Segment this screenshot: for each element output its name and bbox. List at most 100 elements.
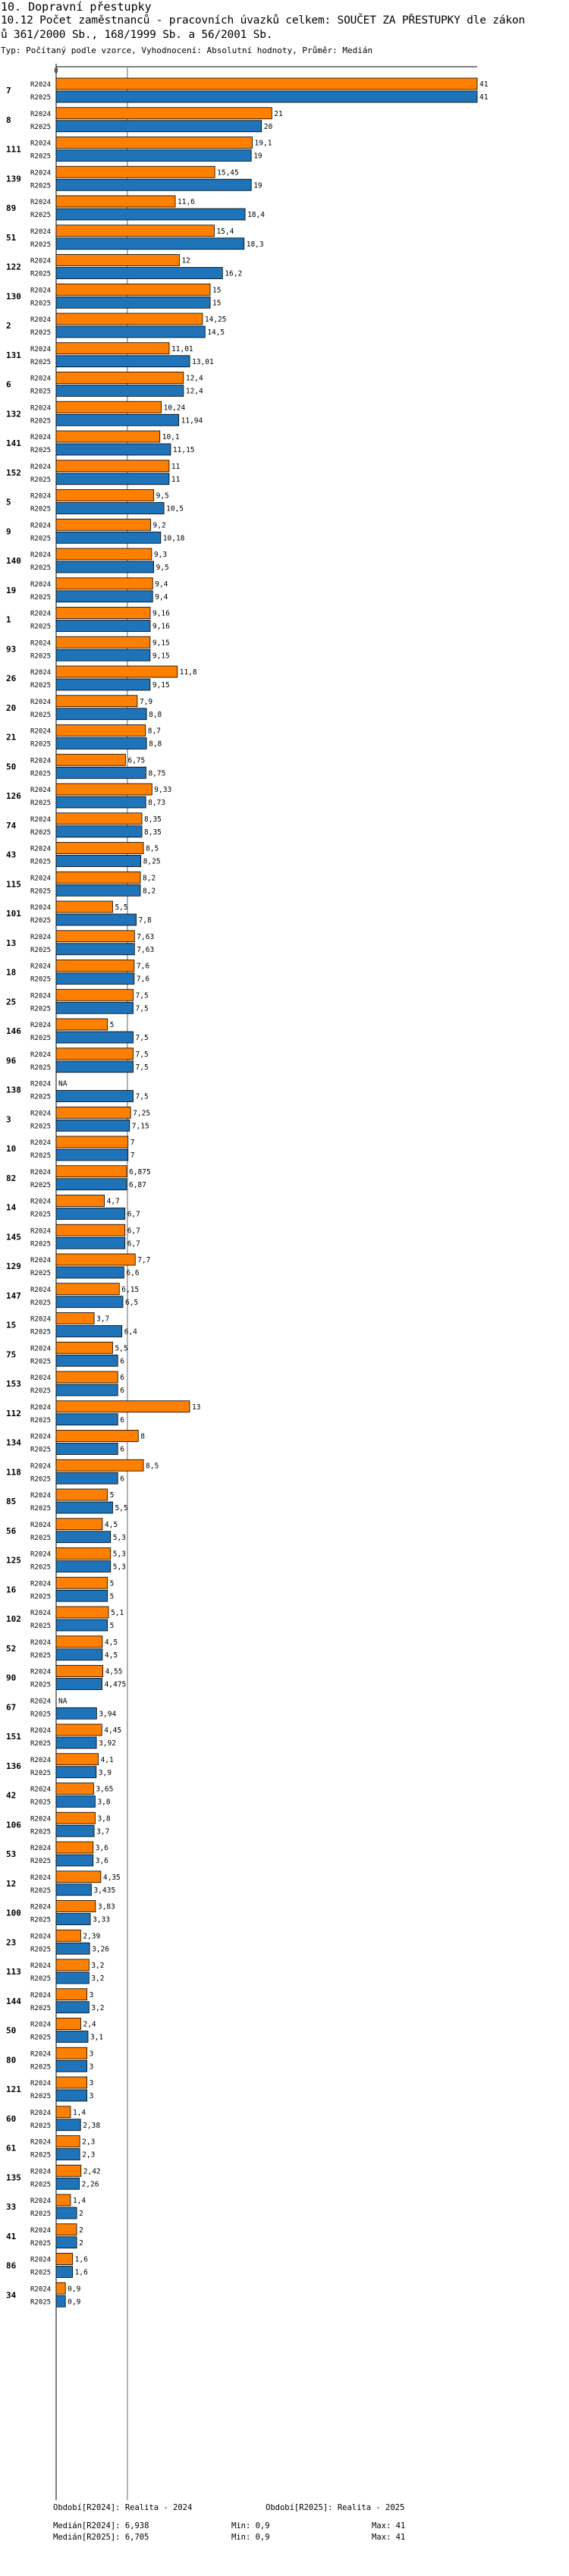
series-label-r2025: R2025 [30,887,51,895]
bar-r2025 [55,1296,124,1308]
value-label-r2025: 7,8 [139,916,152,925]
bar-r2024 [55,1547,112,1560]
category-label: 6 [6,380,11,390]
value-label-r2025: 5,3 [113,1563,126,1572]
series-label-r2024: R2024 [30,699,51,706]
bar-r2025 [55,355,190,368]
series-label-r2025: R2025 [30,1035,51,1042]
category-label: 118 [6,1467,21,1477]
series-label-r2025: R2025 [30,1564,51,1572]
series-label-r2024: R2024 [30,111,51,118]
series-label-r2025: R2025 [30,2034,51,2042]
bar-r2024 [55,1400,190,1413]
series-label-r2024: R2024 [30,2168,51,2175]
value-label-r2025: 0,9 [68,2298,80,2306]
value-label-r2024: 5 [110,1491,115,1500]
series-label-r2024: R2024 [30,1962,51,1970]
category-label: 1 [6,615,11,625]
bar-r2024 [55,195,176,208]
value-label-r2025: 6 [120,1475,124,1483]
series-label-r2024: R2024 [30,1374,51,1382]
series-label-r2025: R2025 [30,535,51,542]
value-label-r2024: 9,3 [154,551,167,559]
category-label: 8 [6,115,11,125]
value-label-r2025: 4,475 [105,1681,127,1689]
value-label-r2024: 15 [212,286,221,294]
bar-r2025 [55,2059,88,2072]
value-label-r2024: 8,5 [146,845,159,853]
bar-r2025 [55,620,151,632]
series-label-r2025: R2025 [30,1152,51,1160]
series-label-r2024: R2024 [30,2109,51,2117]
bar-r2025 [55,443,171,456]
series-label-r2024: R2024 [30,904,51,912]
series-label-r2024: R2024 [30,1610,51,1617]
value-label-r2024: 3 [90,1991,94,2000]
series-label-r2024: R2024 [30,1198,51,1206]
bar-r2025 [55,678,151,691]
value-label-r2024: 4,5 [105,1638,118,1647]
series-label-r2024: R2024 [30,1904,51,1912]
category-label: 3 [6,1114,11,1124]
bar-r2024 [55,2282,66,2295]
series-label-r2025: R2025 [30,1358,51,1365]
value-label-r2025: 5 [110,1622,115,1630]
series-label-r2024: R2024 [30,258,51,265]
category-label: 146 [6,1026,21,1036]
value-label-r2025: 7,6 [137,975,149,984]
value-label-r2025: 2,26 [82,2180,99,2188]
value-label-r2024: 0,9 [68,2285,80,2293]
series-label-r2024: R2024 [30,169,51,177]
value-label-r2025: 3,2 [91,1974,104,1983]
series-label-r2025: R2025 [30,1064,51,1072]
series-label-r2025: R2025 [30,1123,51,1130]
median-r2024: Medián[R2024]: 6,938 [53,2521,149,2530]
series-label-r2025: R2025 [30,2063,51,2071]
category-label: 20 [6,703,16,713]
bar-r2025 [55,1472,118,1484]
bar-r2024 [55,1576,108,1589]
category-label: 122 [6,262,21,272]
series-label-r2025: R2025 [30,1329,51,1337]
series-label-r2024: R2024 [30,463,51,471]
value-label-r2024: 21 [274,110,283,118]
bar-r2024 [55,489,154,501]
bar-r2024 [55,607,151,619]
value-label-r2024: 6 [120,1374,124,1382]
bar-r2024 [55,1606,109,1619]
value-label-r2024: 7,63 [137,933,154,941]
category-label: 53 [6,1849,16,1859]
bar-r2024 [55,724,146,737]
bar-r2025 [55,1060,134,1073]
series-label-r2025: R2025 [30,1447,51,1454]
value-label-r2024: 2,3 [82,2138,95,2147]
series-label-r2024: R2024 [30,375,51,383]
category-label: 56 [6,1526,17,1536]
value-label-r2024: 12 [181,257,190,265]
bar-r2025 [55,473,170,485]
series-label-r2025: R2025 [30,1417,51,1425]
series-label-r2025: R2025 [30,2298,51,2306]
value-label-r2025: 7,5 [136,1093,149,1101]
bar-r2025 [55,884,141,897]
value-label-r2025: 3,94 [99,1710,116,1718]
value-label-r2025: 7,15 [132,1122,149,1130]
category-label: 14 [6,1203,17,1213]
value-label-r2024: 7,9 [140,698,152,706]
bar-r2024 [55,2135,80,2147]
value-label-r2025: 6,87 [129,1181,146,1189]
bar-r2024 [55,1430,139,1442]
category-label: 112 [6,1409,21,1418]
bar-r2024 [55,1224,126,1236]
series-label-r2025: R2025 [30,741,51,749]
value-label-r2025: 41 [479,93,489,102]
category-label: 16 [6,1585,17,1594]
value-label-r2025: 6 [120,1387,124,1395]
series-label-r2024: R2024 [30,2050,51,2058]
value-label-r2024: 8,35 [144,815,162,824]
median-r2025: Medián[R2025]: 6,705 [53,2533,149,2542]
category-label: 52 [6,1644,16,1654]
bar-r2025 [55,2266,74,2278]
category-label: 34 [6,2290,17,2300]
series-label-r2024: R2024 [30,1051,51,1059]
